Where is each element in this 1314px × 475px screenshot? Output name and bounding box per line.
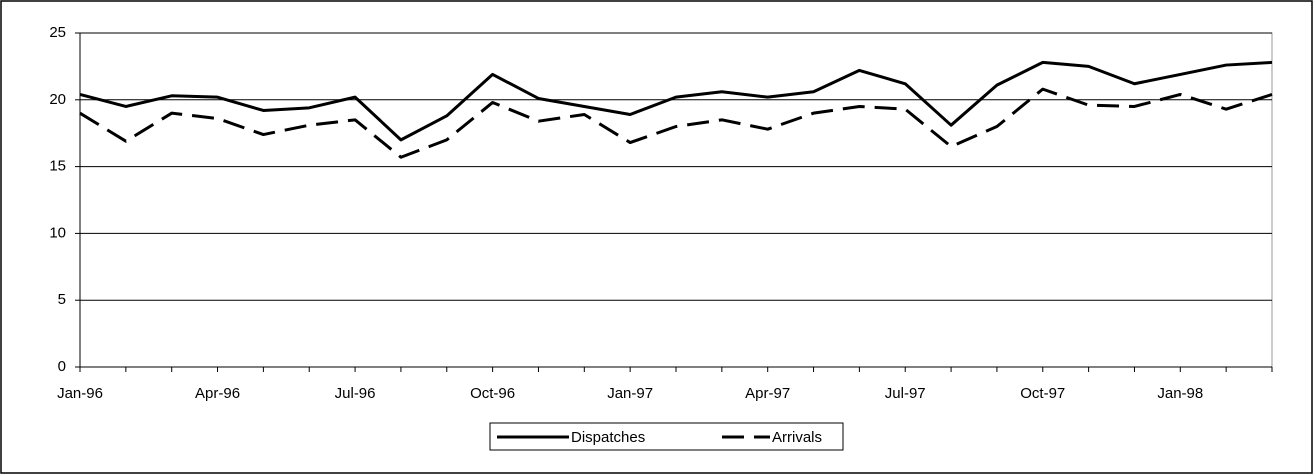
x-tick-label: Oct-97 [1020, 385, 1065, 402]
y-tick-label: 0 [58, 358, 66, 375]
x-tick-label: Jan-98 [1157, 385, 1203, 402]
x-tick-label: Jul-96 [335, 385, 376, 402]
x-tick-label: Jan-96 [57, 385, 103, 402]
x-tick-label: Jul-97 [885, 385, 926, 402]
y-tick-label: 25 [49, 24, 66, 41]
y-tick-label: 5 [58, 291, 66, 308]
x-tick-label: Oct-96 [470, 385, 515, 402]
x-tick-label: Jan-97 [607, 385, 653, 402]
legend-label: Arrivals [772, 429, 822, 446]
x-tick-label: Apr-97 [745, 385, 790, 402]
line-series [79, 87, 1273, 159]
x-tick-label: Apr-96 [195, 385, 240, 402]
y-tick-label: 20 [49, 91, 66, 108]
y-tick-label: 15 [49, 158, 66, 175]
line-series [79, 60, 1273, 142]
y-tick-label: 10 [49, 224, 66, 241]
legend-label: Dispatches [571, 429, 645, 446]
